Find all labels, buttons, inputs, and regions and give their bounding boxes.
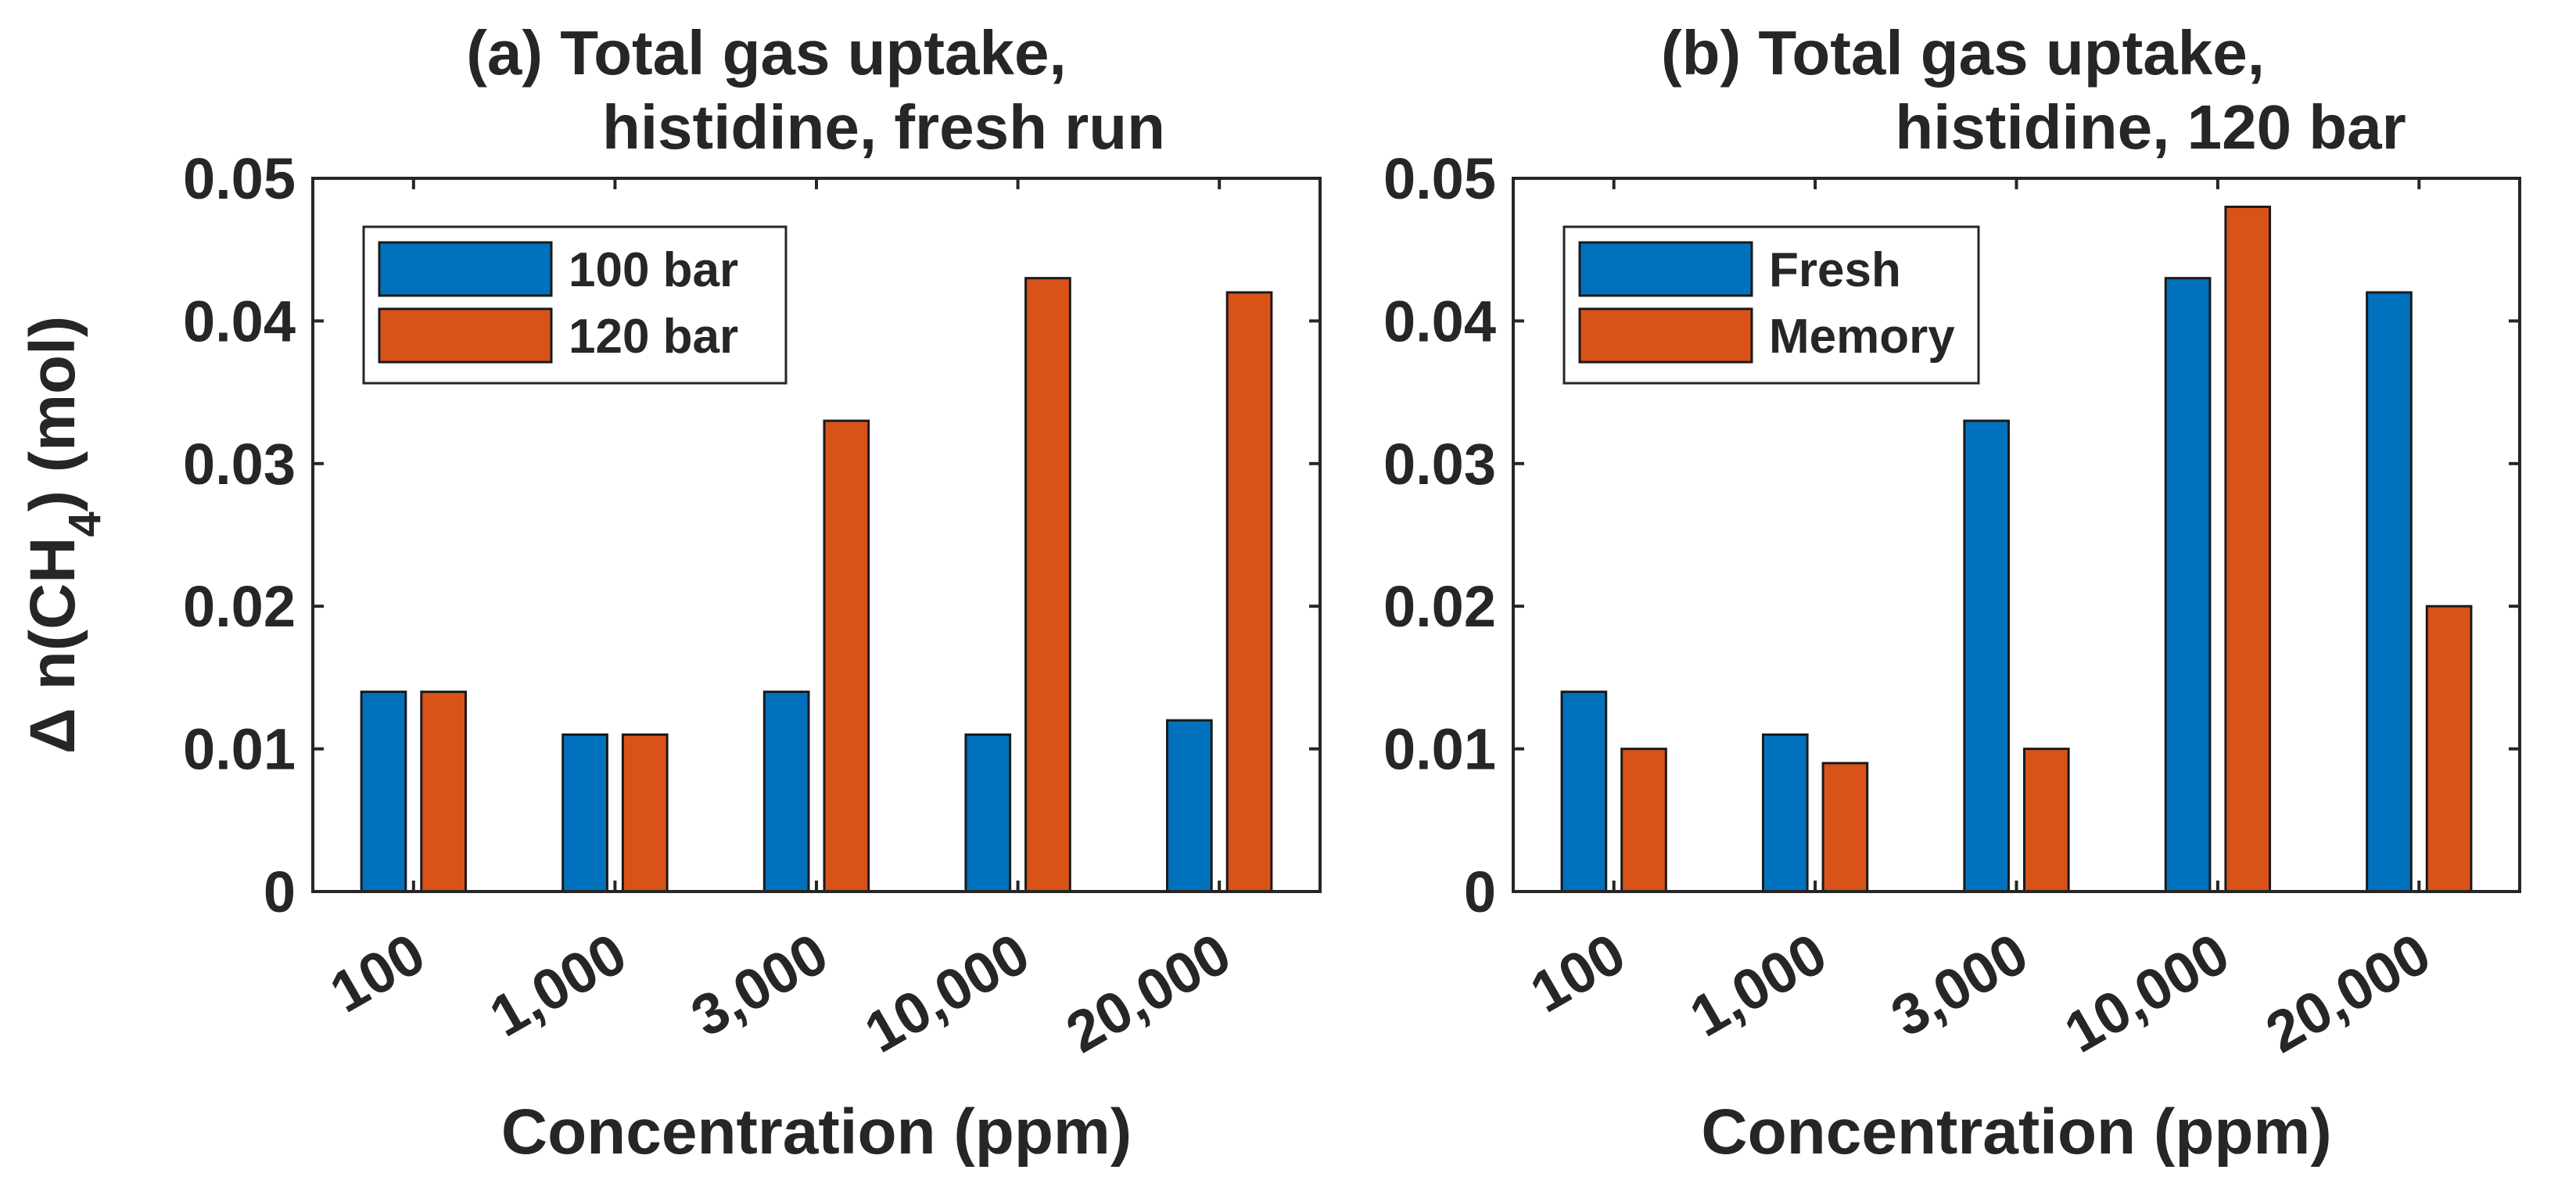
y-tick-label: 0.02 [1383,574,1496,639]
bar-fresh-1 [1761,733,1809,893]
bar-120-bar-1 [621,733,669,893]
legend: 100 bar 120 bar [362,225,788,385]
bar-120-bar-3 [1024,277,1071,893]
y-axis-label-suffix: ) (mol) [17,316,88,511]
legend-label-2: Memory [1769,310,1955,364]
legend-swatch-1 [1578,241,1753,297]
bar-100-bar-4 [1166,719,1213,893]
y-axis-label-prefix: n(CH [17,537,88,709]
y-axis-label: Δ n(CH4) (mol) [17,316,110,754]
bar-120-bar-2 [823,419,870,893]
bar-memory-1 [1821,762,1869,893]
y-tick-label: 0 [264,859,296,924]
y-tick-label: 0.03 [183,432,296,497]
bar-memory-0 [1620,748,1667,893]
legend-swatch-1 [378,241,553,297]
x-tick-label: 10,000 [2054,920,2240,1065]
legend-label-1: Fresh [1769,243,1901,297]
legend-swatch-2 [378,307,553,364]
bar-100-bar-2 [762,691,810,893]
y-tick-label: 0.01 [183,717,296,782]
y-tick-label: 0.02 [183,574,296,639]
chart-title-line1: (a) Total gas uptake, [466,18,1067,88]
legend-label-2: 120 bar [569,310,738,364]
chart-title-line2: histidine, 120 bar [1895,92,2406,162]
x-tick-label: 20,000 [2255,920,2441,1065]
chart-panel-b: (b) Total gas uptake,histidine, 120 bar 0… [1383,18,2521,1168]
legend-swatch-2 [1578,307,1753,364]
x-tick-label: 3,000 [1881,920,2039,1049]
y-tick-label: 0 [1464,859,1496,924]
bar-fresh-3 [2164,277,2212,893]
y-axis-label-subscript: 4 [59,511,110,536]
x-axis-label: Concentration (ppm) [1701,1096,2331,1168]
y-tick-label: 0.05 [1383,146,1496,211]
y-tick-label: 0.03 [1383,432,1496,497]
bar-120-bar-0 [420,691,467,893]
bar-120-bar-4 [1225,291,1273,893]
bar-memory-2 [2023,748,2070,893]
bar-100-bar-1 [561,733,608,893]
x-axis-label: Concentration (ppm) [501,1096,1132,1168]
x-tick-label: 100 [1519,920,1635,1025]
chart-title-line1: (b) Total gas uptake, [1661,18,2265,88]
legend: Fresh Memory [1562,225,1980,385]
bar-fresh-4 [2366,291,2413,893]
x-tick-label: 3,000 [680,920,838,1049]
chart-title-line2: histidine, fresh run [602,92,1165,162]
y-tick-label: 0.04 [183,289,296,353]
bar-fresh-0 [1560,691,1608,893]
y-axis-label-delta: Δ [17,708,88,754]
y-tick-label: 0.05 [183,146,296,211]
x-tick-label: 1,000 [1679,920,1837,1049]
x-tick-label: 100 [319,920,435,1025]
chart-panel-a: (a) Total gas uptake,histidine, fresh ru… [183,18,1322,1168]
legend-label-1: 100 bar [569,243,738,297]
bar-fresh-2 [1963,419,2011,893]
x-tick-label: 20,000 [1056,920,1242,1065]
bar-100-bar-3 [964,733,1012,893]
x-tick-label: 1,000 [479,920,637,1049]
x-tick-label: 10,000 [854,920,1040,1065]
bar-100-bar-0 [360,691,407,893]
y-tick-label: 0.04 [1383,289,1496,353]
y-tick-label: 0.01 [1383,717,1496,782]
bar-memory-4 [2425,605,2473,893]
bar-memory-3 [2224,205,2272,893]
